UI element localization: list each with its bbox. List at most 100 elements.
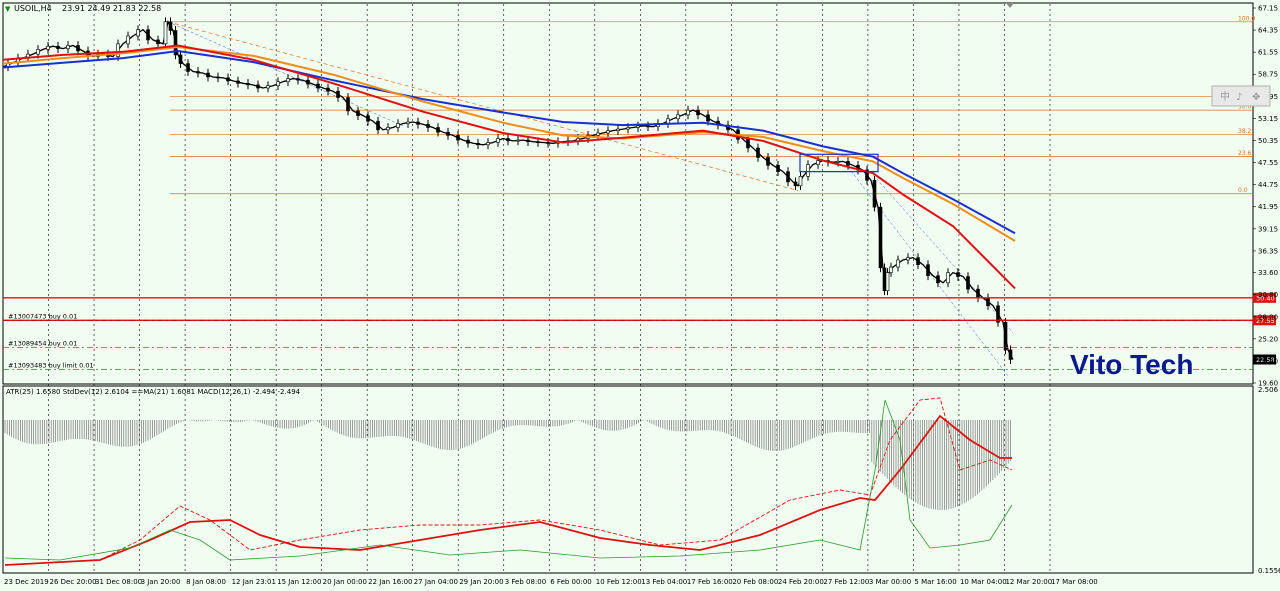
candle-body — [46, 45, 50, 50]
candle-body — [926, 264, 930, 277]
fib-level-label: 100.0 — [1238, 15, 1255, 22]
x-tick-label: 27 Jan 04:00 — [414, 578, 458, 586]
candle-body — [506, 138, 510, 142]
candle-body — [56, 45, 60, 49]
ohlc-values: 23.91 24.49 21.83 22.58 — [62, 4, 161, 13]
candle-body — [916, 257, 920, 266]
candle-body — [646, 125, 650, 128]
x-tick-label: 20 Jan 00:00 — [323, 578, 367, 586]
candle-body — [116, 43, 120, 57]
candle-body — [696, 109, 700, 116]
candle-body — [306, 79, 310, 85]
x-tick-label: 31 Dec 08:00 — [95, 578, 142, 586]
floating-toolbar[interactable]: 中 ♪ ✥ — [1211, 85, 1271, 107]
candle-body — [956, 272, 960, 277]
candle-body — [376, 120, 380, 131]
y-tick-label: 67.15 — [1258, 5, 1278, 13]
y-tick-label: 36.35 — [1258, 247, 1278, 255]
scroll-marker-icon[interactable] — [1006, 3, 1014, 8]
y-tick-label: 53.15 — [1258, 115, 1278, 123]
y-tick-label: 64.35 — [1258, 27, 1278, 35]
candle-body — [966, 276, 970, 290]
candle-body — [889, 266, 893, 273]
toolbar-button-moon[interactable]: ♪ — [1236, 92, 1242, 103]
candle-body — [896, 259, 900, 268]
ma-blue-line — [2, 49, 1016, 235]
x-tick-label: 12 Mar 20:00 — [1005, 578, 1052, 586]
candle-body — [426, 124, 430, 128]
y-tick-label: 50.35 — [1258, 137, 1278, 145]
candle-body — [316, 83, 320, 89]
candle-body — [536, 141, 540, 143]
candle-body — [276, 81, 280, 86]
candle-body — [885, 272, 890, 292]
indicator-label: ATR(25) 1.6580 StdDev(12) 2.6104 ==MA(21… — [6, 388, 301, 396]
y-tick-label: 61.55 — [1258, 49, 1278, 57]
candle-body — [36, 49, 40, 55]
candle-body — [878, 206, 883, 269]
candle-body — [356, 110, 360, 116]
candle-body — [406, 121, 410, 124]
candle-body — [236, 80, 240, 84]
candle-body — [936, 275, 940, 284]
candle-body — [766, 157, 770, 166]
price-tag-label: 27.55 — [1256, 317, 1275, 325]
y-tick-label: 44.75 — [1258, 181, 1278, 189]
x-tick-label: 22 Jan 16:00 — [368, 578, 412, 586]
candle-body — [173, 30, 178, 56]
candle-body — [786, 171, 790, 183]
y-tick-label: 41.95 — [1258, 203, 1278, 211]
candle-body — [456, 135, 460, 141]
toolbar-button-chinese[interactable]: 中 — [1220, 90, 1230, 103]
candle-body — [798, 176, 803, 187]
candle-body — [266, 85, 270, 89]
candle-body — [836, 161, 840, 163]
candle-body — [636, 125, 640, 128]
x-tick-label: 29 Jan 20:00 — [459, 578, 503, 586]
y-tick-label: 25.20 — [1258, 335, 1278, 343]
levels-layer: 30.40 27.55 #13007473 buy 0.01 #13089454 bu… — [3, 153, 1276, 370]
candle-body — [178, 54, 183, 64]
ma-signal-line — [4, 399, 1013, 561]
candle-body — [246, 83, 250, 86]
toolbar-button-settings[interactable]: ✥ — [1252, 92, 1260, 103]
fib-level-label: 38.2 — [1238, 128, 1252, 135]
candle-body — [996, 305, 1000, 323]
y-tick-label: 28.00 — [1258, 313, 1278, 321]
candle-body — [226, 77, 230, 82]
symbol-header-icon: ▼ — [5, 5, 11, 13]
candle-body — [146, 29, 150, 41]
y-tick-label: 39.15 — [1258, 225, 1278, 233]
stddev-line — [4, 397, 1013, 566]
candle-body — [496, 138, 500, 143]
x-tick-label: 3 Mar 00:00 — [869, 578, 911, 586]
y-tick-label: 47.55 — [1258, 159, 1278, 167]
x-tick-label: 26 Dec 20:00 — [50, 578, 97, 586]
zone-rectangle — [799, 153, 879, 173]
candle-body — [326, 87, 330, 92]
x-tick-label: 15 Jan 12:00 — [277, 578, 321, 586]
channel-line — [167, 21, 404, 127]
current-price-tag-label: 22.58 — [1256, 356, 1275, 364]
candle-body — [416, 121, 420, 125]
x-tick-label: 17 Mar 08:00 — [1051, 578, 1098, 586]
order-label: #13089454 buy 0.01 — [8, 340, 77, 348]
atr-line — [4, 414, 1012, 566]
x-tick-label: 24 Feb 20:00 — [778, 578, 824, 586]
candle-body — [846, 161, 850, 166]
candle-body — [606, 130, 610, 134]
y-tick-label: 58.75 — [1258, 71, 1278, 79]
x-tick-label: 5 Mar 16:00 — [914, 578, 956, 586]
candle-body — [76, 45, 80, 52]
x-tick-label: 10 Mar 04:00 — [960, 578, 1007, 586]
candle-body — [526, 139, 530, 142]
indicator-y-tick-label: 0.1556 — [1258, 567, 1280, 575]
candle-body — [256, 84, 260, 89]
candle-body — [446, 131, 450, 136]
x-tick-label: 6 Feb 00:00 — [550, 578, 591, 586]
candle-body — [1003, 321, 1008, 351]
y-tick-label: 30.80 — [1258, 291, 1278, 299]
